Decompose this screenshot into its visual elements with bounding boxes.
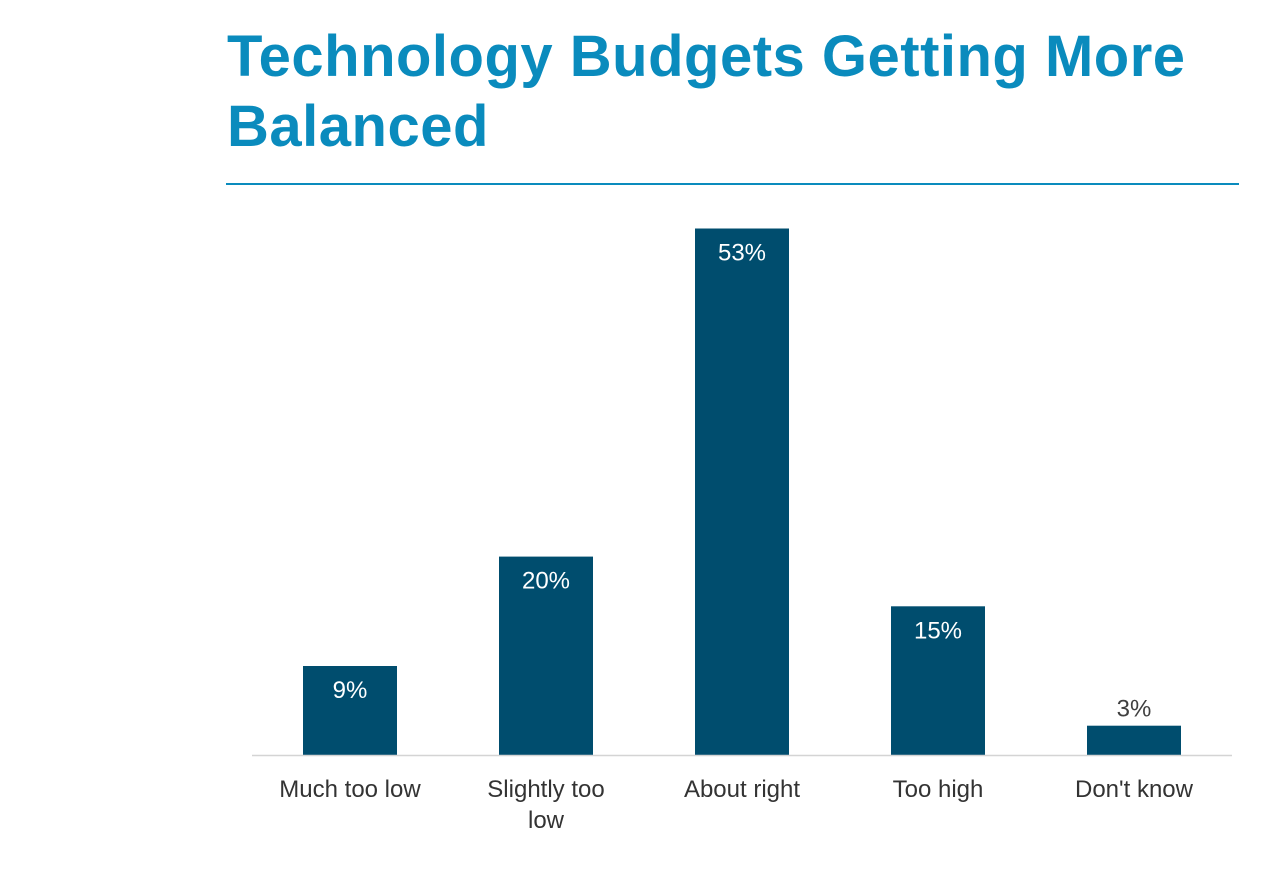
bar-3 <box>891 606 985 756</box>
bar-2 <box>695 228 789 756</box>
tick-label-3: Too high <box>893 776 984 803</box>
tick-label-0: Much too low <box>279 776 421 803</box>
bar-1 <box>499 556 593 756</box>
tick-label-1-line-1: low <box>528 807 565 834</box>
bars-group <box>303 228 1181 756</box>
tick-label-1-line-0: Slightly too <box>487 776 604 803</box>
tick-label-4: Don't know <box>1075 776 1194 803</box>
chart-title: Technology Budgets Getting More Balanced <box>227 24 1186 159</box>
tick-label-2: About right <box>684 776 800 803</box>
bar-0 <box>303 666 397 756</box>
bar-4 <box>1087 725 1181 756</box>
value-label-1: 20% <box>522 568 570 595</box>
tick-labels-group: Much too low Slightly too low About right To… <box>279 776 1193 834</box>
value-label-3: 15% <box>914 617 962 644</box>
title-divider <box>226 183 1239 185</box>
value-label-2: 53% <box>718 240 766 267</box>
value-labels-group: 9% 20% 53% 15% 3% <box>333 240 1152 723</box>
value-label-4: 3% <box>1117 696 1152 723</box>
value-label-0: 9% <box>333 677 368 704</box>
